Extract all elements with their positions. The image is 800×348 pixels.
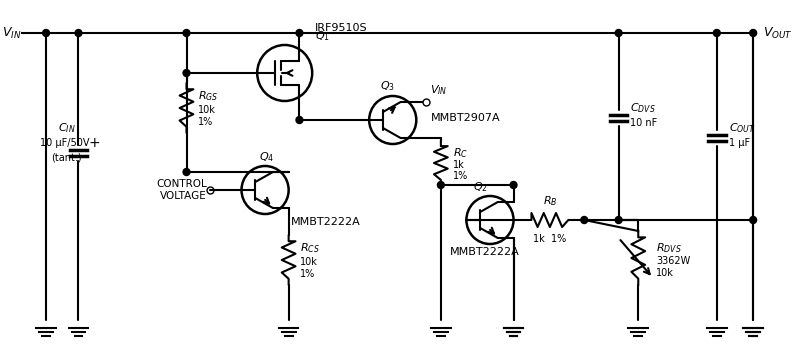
Text: MMBT2222A: MMBT2222A	[290, 217, 360, 227]
Text: $V_{IN}$: $V_{IN}$	[430, 83, 447, 97]
Text: 1k: 1k	[453, 160, 464, 170]
Text: $R_{GS}$: $R_{GS}$	[198, 89, 218, 103]
Circle shape	[510, 182, 517, 189]
Circle shape	[183, 30, 190, 37]
Text: 10k: 10k	[301, 257, 318, 267]
Text: IRF9510S: IRF9510S	[315, 23, 368, 33]
Circle shape	[75, 30, 82, 37]
Circle shape	[714, 30, 720, 37]
Text: MMBT2222A: MMBT2222A	[450, 247, 520, 257]
Circle shape	[615, 30, 622, 37]
Text: 10 μF/50V: 10 μF/50V	[40, 138, 90, 148]
Text: $V_{IN}$: $V_{IN}$	[2, 25, 22, 41]
Text: $R_{CS}$: $R_{CS}$	[301, 241, 320, 255]
Text: $R_{DVS}$: $R_{DVS}$	[656, 241, 682, 255]
Text: +: +	[88, 136, 100, 150]
Text: $Q_2$: $Q_2$	[473, 180, 487, 194]
Text: 1 μF: 1 μF	[729, 138, 750, 148]
Text: CONTROL
VOLTAGE: CONTROL VOLTAGE	[156, 179, 207, 201]
Text: $C_{OUT}$: $C_{OUT}$	[729, 121, 755, 135]
Circle shape	[42, 30, 50, 37]
Circle shape	[581, 216, 588, 223]
Circle shape	[750, 30, 757, 37]
Text: $Q_3$: $Q_3$	[380, 79, 395, 93]
Text: (tant.): (tant.)	[51, 153, 82, 163]
Text: $R_B$: $R_B$	[542, 194, 557, 208]
Text: 10 nF: 10 nF	[630, 118, 658, 128]
Text: 1%: 1%	[198, 117, 214, 127]
Text: 1k  1%: 1k 1%	[534, 234, 566, 244]
Circle shape	[750, 216, 757, 223]
Text: $V_{OUT}$: $V_{OUT}$	[763, 25, 793, 41]
Text: $C_{DVS}$: $C_{DVS}$	[630, 101, 656, 115]
Circle shape	[183, 168, 190, 175]
Text: $R_C$: $R_C$	[453, 146, 468, 160]
Text: 10k: 10k	[198, 105, 216, 115]
Text: $Q_4$: $Q_4$	[259, 150, 274, 164]
Text: 1%: 1%	[301, 269, 316, 279]
Text: $C_{IN}$: $C_{IN}$	[58, 121, 75, 135]
Text: MMBT2907A: MMBT2907A	[431, 113, 501, 123]
Text: 3362W: 3362W	[656, 256, 690, 266]
Circle shape	[183, 70, 190, 77]
Circle shape	[296, 117, 303, 124]
Circle shape	[615, 216, 622, 223]
Circle shape	[296, 30, 303, 37]
Text: 1%: 1%	[453, 171, 468, 181]
Text: 10k: 10k	[656, 268, 674, 278]
Circle shape	[438, 182, 444, 189]
Text: $Q_1$: $Q_1$	[315, 29, 330, 43]
